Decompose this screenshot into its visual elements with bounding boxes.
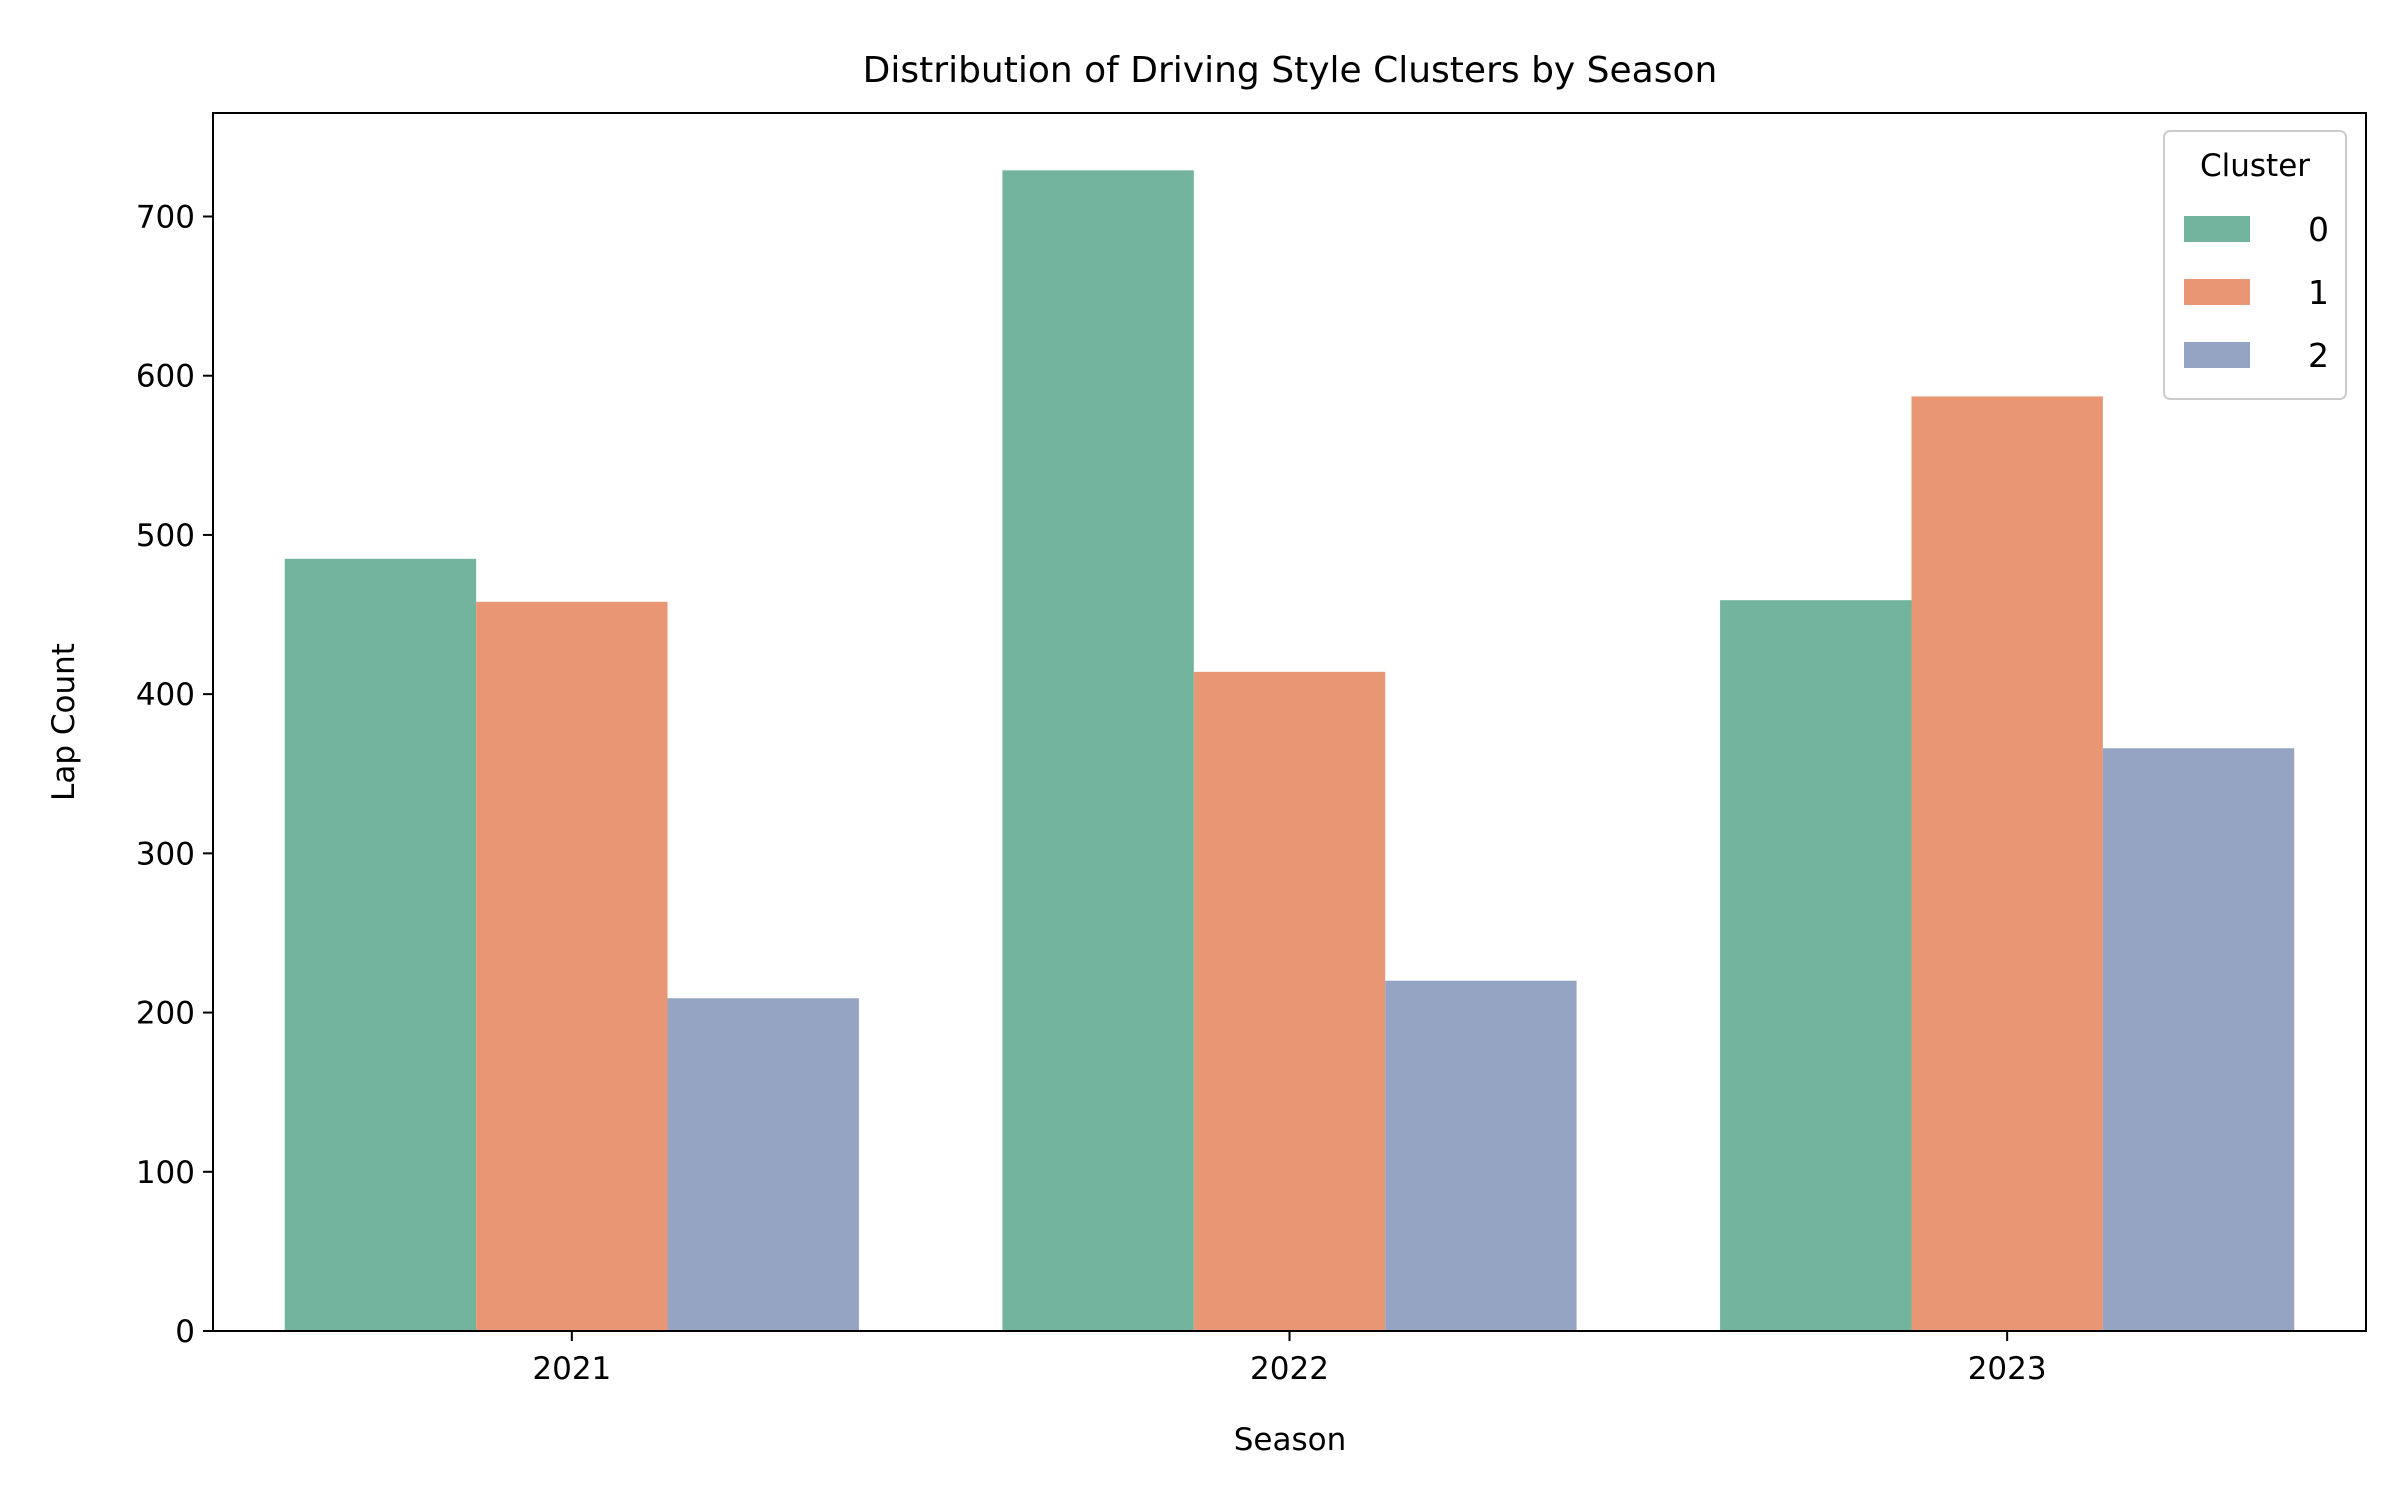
plot-frame (212, 112, 2367, 1332)
legend: Cluster 0 1 2 (2163, 130, 2347, 400)
y-tick-label: 700 (136, 199, 195, 235)
chart-title: Distribution of Driving Style Clusters b… (863, 50, 1718, 91)
bar-2022-cluster-2 (1385, 980, 1577, 1331)
y-tick-label: 300 (136, 836, 195, 872)
bar-2022-cluster-0 (1002, 170, 1194, 1331)
y-tick-label: 600 (136, 359, 195, 395)
bar-2021-cluster-2 (667, 998, 859, 1331)
y-tick-label: 500 (136, 518, 195, 554)
y-axis-label: Lap Count (46, 643, 82, 801)
y-tick-label: 200 (136, 996, 195, 1032)
x-axis-label: Season (1234, 1422, 1347, 1458)
legend-swatch-cluster-0 (2184, 216, 2250, 242)
legend-box (2163, 130, 2347, 400)
legend-label-cluster-0: 0 (2308, 210, 2329, 249)
legend-label-cluster-1: 1 (2308, 273, 2329, 312)
bar-2023-cluster-0 (1720, 600, 1912, 1331)
x-tick-label: 2022 (1250, 1351, 1329, 1387)
bar-2021-cluster-1 (476, 601, 668, 1331)
plot-area (284, 170, 2295, 1331)
x-tick-label: 2021 (532, 1351, 611, 1387)
axes: 0 100 200 300 400 500 600 700 2021 2022 2023 (136, 112, 2367, 1387)
y-tick-label: 100 (136, 1155, 195, 1191)
legend-label-cluster-2: 2 (2308, 336, 2329, 375)
bar-2023-cluster-1 (1911, 396, 2103, 1331)
bar-2022-cluster-1 (1193, 671, 1386, 1331)
bar-2023-cluster-2 (2102, 748, 2295, 1331)
bar-2021-cluster-0 (284, 558, 477, 1331)
x-tick-label: 2023 (1968, 1351, 2047, 1387)
y-tick-label: 400 (136, 677, 195, 713)
y-tick-label: 0 (175, 1314, 195, 1350)
legend-swatch-cluster-2 (2184, 342, 2250, 368)
legend-swatch-cluster-1 (2184, 279, 2250, 305)
legend-title: Cluster (2200, 148, 2310, 184)
